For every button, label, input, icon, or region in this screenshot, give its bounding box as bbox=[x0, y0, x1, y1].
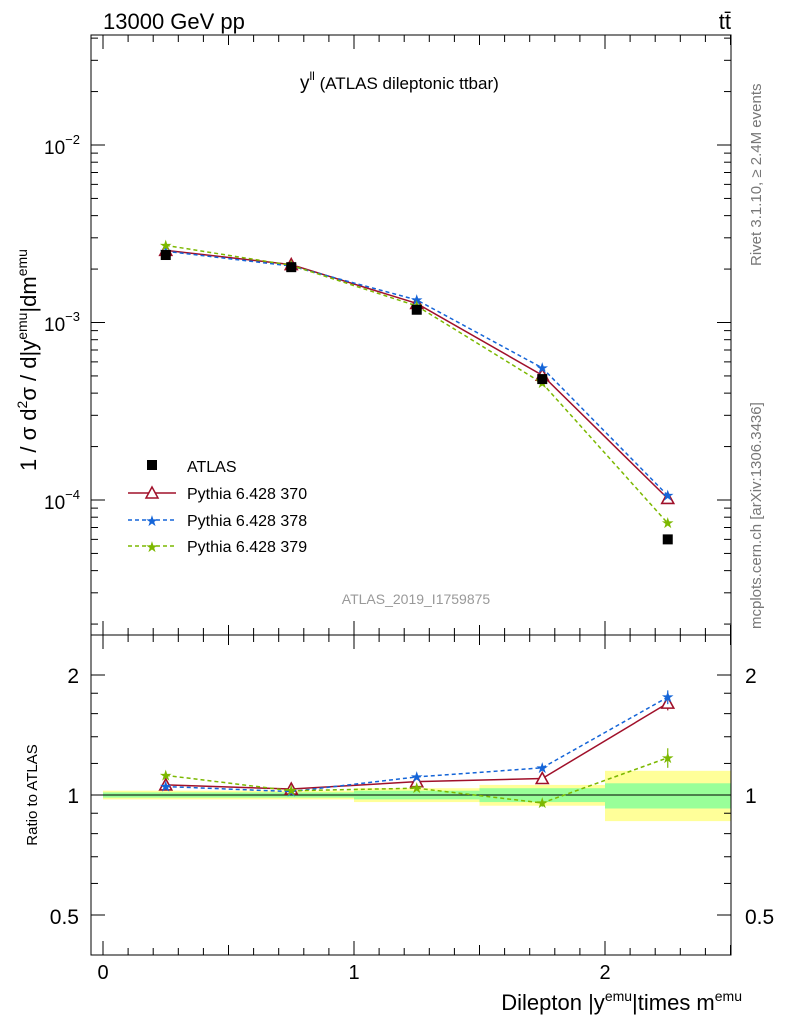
data-point-ratio: ★ bbox=[285, 783, 298, 800]
data-point-ratio: ★ bbox=[159, 767, 172, 784]
y-tick-label-1e-4: 10−4 bbox=[44, 487, 80, 514]
legend: ATLAS Pythia 6.428 370 ★ Pythia 6.428 37… bbox=[128, 459, 307, 556]
ratio-tick-1-left: 1 bbox=[67, 785, 79, 808]
atlas-data bbox=[160, 250, 673, 545]
legend-379-marker: ★ bbox=[145, 539, 158, 556]
series-line-main-1 bbox=[165, 250, 669, 497]
data-point-ratio bbox=[534, 770, 550, 785]
data-point-main: ★ bbox=[661, 488, 674, 505]
ratio-y-tick-labels: 2 1 0.5 2 1 0.5 bbox=[50, 665, 774, 929]
legend-378-label: Pythia 6.428 378 bbox=[187, 513, 307, 530]
data-point-ratio: ★ bbox=[661, 750, 674, 767]
x-tick-label-2: 2 bbox=[599, 962, 610, 984]
x-tick-label-0: 0 bbox=[97, 962, 108, 984]
plot-title-main: y bbox=[300, 73, 310, 94]
legend-entry-pythia-378: ★ Pythia 6.428 378 bbox=[128, 513, 307, 530]
data-point-ratio: ★ bbox=[159, 779, 172, 796]
atlas-data-point bbox=[662, 534, 673, 545]
data-point-ratio: ★ bbox=[536, 795, 549, 812]
y-tick-label-1e-3: 10−3 bbox=[44, 309, 80, 336]
ratio-tick-2-right: 2 bbox=[745, 665, 757, 688]
data-point-ratio: ★ bbox=[536, 760, 549, 777]
data-point-ratio: ★ bbox=[661, 689, 674, 706]
x-tick-labels: 0 1 2 bbox=[97, 962, 610, 984]
data-point-main bbox=[660, 490, 676, 505]
ratio-tick-05-left: 0.5 bbox=[50, 906, 79, 929]
atlas-data-point bbox=[286, 262, 297, 273]
band-inner-4 bbox=[605, 783, 731, 809]
series-line-main-2 bbox=[165, 244, 669, 524]
atlas-data-point bbox=[537, 374, 548, 385]
uncertainty-bands bbox=[103, 770, 731, 822]
legend-entry-pythia-370: Pythia 6.428 370 bbox=[128, 485, 307, 503]
axis-ticks bbox=[91, 35, 731, 955]
plot-title-sup: ll bbox=[310, 69, 315, 83]
data-point-ratio: ★ bbox=[410, 780, 423, 797]
legend-entry-pythia-379: ★ Pythia 6.428 379 bbox=[128, 539, 307, 556]
x-tick-label-1: 1 bbox=[348, 962, 359, 984]
legend-atlas-marker bbox=[147, 460, 157, 470]
legend-379-label: Pythia 6.428 379 bbox=[187, 539, 307, 556]
ratio-y-axis-label: Ratio to ATLAS bbox=[24, 744, 41, 845]
plot-title: yll (ATLAS dileptonic ttbar) bbox=[300, 69, 499, 94]
legend-entry-atlas: ATLAS bbox=[147, 459, 237, 476]
ratio-tick-05-right: 0.5 bbox=[745, 906, 774, 929]
x-axis-label: Dilepton |yemu|times memu bbox=[501, 988, 742, 1015]
y-tick-label-1e-2: 10−2 bbox=[44, 132, 80, 159]
process-label: tt̄ bbox=[719, 9, 731, 34]
legend-atlas-label: ATLAS bbox=[187, 459, 237, 476]
legend-378-marker: ★ bbox=[145, 513, 158, 530]
collision-label: 13000 GeV pp bbox=[103, 9, 245, 34]
series-line-ratio-2 bbox=[165, 757, 669, 804]
legend-370-marker bbox=[144, 485, 160, 499]
rivet-version-label: Rivet 3.1.10, ≥ 2.4M events bbox=[748, 84, 765, 267]
data-point-main: ★ bbox=[661, 515, 674, 532]
atlas-data-point bbox=[411, 304, 422, 315]
ratio-tick-1-right: 1 bbox=[745, 785, 757, 808]
plot-title-rest: (ATLAS dileptonic ttbar) bbox=[315, 74, 499, 93]
data-point-ratio: ★ bbox=[410, 769, 423, 786]
analysis-watermark: ATLAS_2019_I1759875 bbox=[342, 591, 491, 607]
mcplots-label: mcplots.cern.ch [arXiv:1306.3436] bbox=[748, 402, 765, 629]
atlas-data-point bbox=[160, 250, 171, 261]
y-axis-label: 1 / σ d2σ / d|yemu|dmemu bbox=[14, 249, 41, 471]
main-y-tick-labels: 10−2 10−3 10−4 bbox=[44, 132, 80, 514]
data-point-main: ★ bbox=[536, 360, 549, 377]
series-line-main-0 bbox=[165, 249, 669, 500]
legend-370-label: Pythia 6.428 370 bbox=[187, 486, 307, 503]
series-layer: ★★★★★★★★★★★★★★★★★★★★ bbox=[158, 237, 676, 812]
ratio-tick-2-left: 2 bbox=[67, 665, 79, 688]
